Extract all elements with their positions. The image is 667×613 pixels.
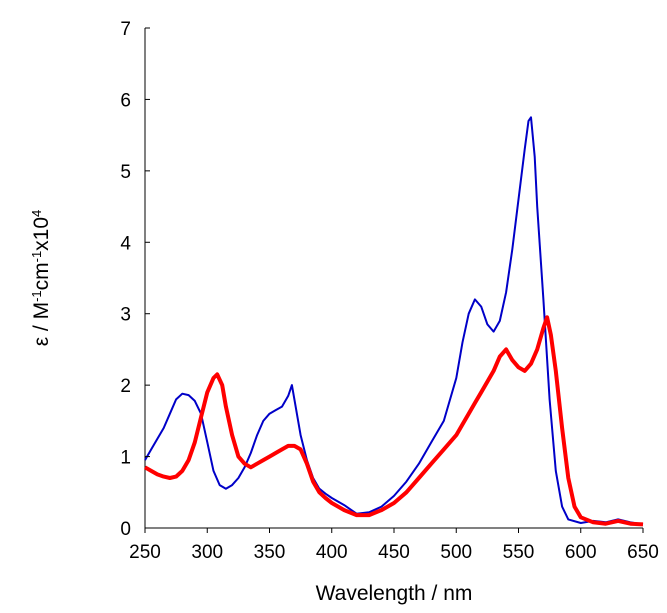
x-axis-title: Wavelength / nm: [316, 582, 473, 605]
series-layer: [143, 116, 644, 527]
x-tick-label: 400: [316, 542, 348, 563]
series-line-2: [143, 315, 644, 527]
y-tick-label: 7: [120, 19, 131, 40]
y-tick-label: 4: [120, 233, 131, 254]
x-tick-label: 600: [565, 542, 597, 563]
x-tick-label: 550: [503, 542, 535, 563]
y-tick-label: 6: [120, 90, 131, 111]
x-tick-label: 250: [129, 542, 161, 563]
x-tick-label: 450: [378, 542, 410, 563]
y-tick-label: 1: [120, 448, 131, 469]
plot-area: [144, 28, 643, 529]
y-tick-label: 0: [120, 519, 131, 540]
x-tick-label: 500: [440, 542, 472, 563]
x-tick-label: 350: [254, 542, 286, 563]
series-line-1: [144, 116, 644, 526]
y-tick-label: 5: [120, 162, 131, 183]
y-tick-label: 2: [120, 376, 131, 397]
y-axis-title: ε / M-1cm-1x104: [29, 210, 54, 347]
ticks-layer: 250 300 350 400 450 500 550 600 650 0 1 2 3 4 5 6 7: [120, 19, 658, 563]
x-tick-label: 650: [627, 542, 659, 563]
x-tick-label: 300: [191, 542, 223, 563]
y-tick-label: 3: [120, 305, 131, 326]
